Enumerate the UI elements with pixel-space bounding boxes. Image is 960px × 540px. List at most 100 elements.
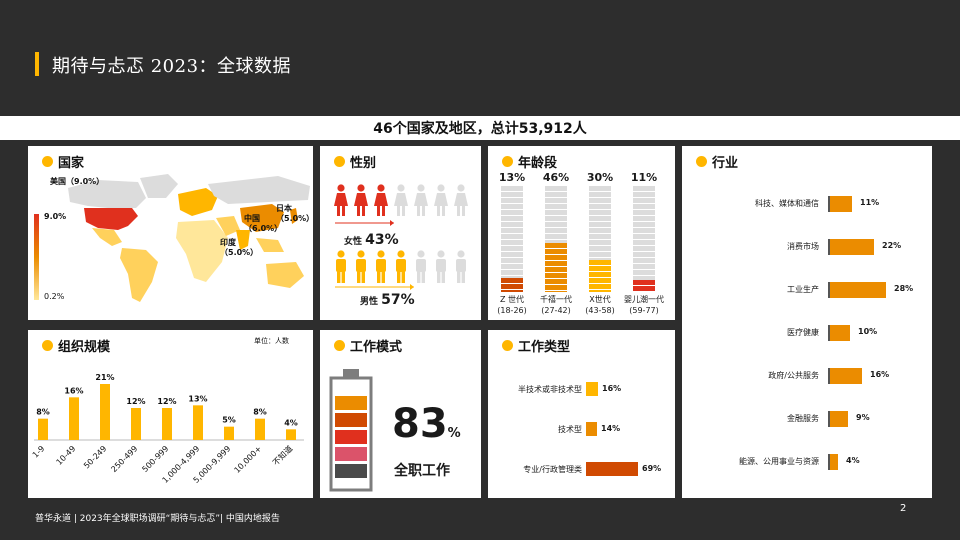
industry-bar — [830, 325, 850, 341]
map-region-canada — [68, 180, 146, 208]
country-label-india: 印度 （5.0%） — [220, 238, 258, 258]
org-bar-value: 21% — [95, 373, 114, 382]
country-name: 中国 — [244, 214, 260, 223]
age-column-fill — [501, 278, 523, 292]
country-value: （9.0%） — [66, 177, 105, 186]
footer-text: 普华永道 | 2023年全球职场调研“期待与忐忑”| 中国内地报告 — [35, 514, 280, 524]
male-value: 57% — [381, 292, 415, 308]
female-icon — [454, 184, 468, 216]
bullet-icon — [42, 340, 53, 351]
country-label-japan: 日本 （5.0%） — [276, 204, 313, 224]
male-icon — [376, 250, 386, 283]
map-region-australia — [266, 262, 304, 288]
org-bar — [69, 397, 79, 440]
footer-band — [0, 498, 960, 540]
age-name: Z 世代 — [499, 295, 525, 304]
male-label: 男性 57% — [360, 292, 415, 308]
industry-bar — [830, 196, 852, 212]
org-size-chart: 8% 1-9 16% 10-49 21% 50-249 12% 250-499 12% 500-9… — [31, 373, 304, 485]
female-icon — [354, 184, 368, 216]
industry-label: 政府/公共服务 — [768, 371, 819, 380]
legend-min-label: 0.2% — [44, 292, 65, 301]
org-bar — [162, 408, 172, 440]
industry-axis — [828, 325, 830, 341]
work-type-label: 技术型 — [558, 425, 582, 434]
org-category-label: 50-249 — [82, 444, 108, 470]
work-type-label: 半技术或非技术型 — [518, 385, 582, 394]
subtitle: 46个国家及地区，总计53,912人 — [373, 121, 587, 137]
map-region-europe — [178, 188, 218, 216]
country-name: 印度 — [220, 238, 236, 247]
female-icon — [434, 184, 448, 216]
org-category-label: 500-999 — [140, 444, 170, 474]
org-category-label: 10,000+ — [233, 444, 264, 475]
bullet-icon — [334, 156, 345, 167]
industry-bar — [830, 368, 862, 384]
country-value: （5.0%） — [276, 214, 313, 223]
industry-value: 4% — [846, 456, 860, 465]
bullet-icon — [334, 340, 345, 351]
country-label-china: 中国 （6.0%） — [244, 214, 282, 234]
country-value: （5.0%） — [220, 248, 259, 257]
male-icon — [356, 250, 366, 283]
org-category-label: 250-499 — [109, 444, 139, 474]
industry-title: 行业 — [696, 152, 738, 171]
work-type-title: 工作类型 — [502, 336, 570, 355]
bullet-icon — [42, 156, 53, 167]
female-icon — [374, 184, 388, 216]
industry-axis — [828, 239, 830, 255]
age-range: (27-42) — [541, 306, 571, 315]
age-column — [545, 186, 567, 292]
header-band — [0, 0, 960, 115]
male-label-text: 男性 — [360, 297, 379, 307]
age-name: 千禧一代 — [540, 295, 572, 304]
industry-axis — [828, 196, 830, 212]
industry-value: 16% — [870, 370, 890, 379]
industry-value: 11% — [860, 198, 880, 207]
industry-label: 科技、媒体和通信 — [755, 199, 819, 208]
work-type-bar — [586, 382, 598, 396]
age-column — [633, 186, 655, 292]
org-bar-value: 5% — [222, 416, 236, 425]
page-number: 2 — [900, 503, 907, 514]
work-mode-panel: 工作模式 83% 全职工作 — [320, 330, 481, 498]
age-title-text: 年龄段 — [518, 156, 558, 171]
female-icon — [334, 184, 348, 216]
industry-bar — [830, 454, 838, 470]
female-value: 43% — [365, 232, 399, 248]
industry-axis — [828, 368, 830, 384]
map-region-mexico — [92, 228, 122, 246]
female-label: 女性 43% — [344, 232, 399, 248]
age-range: (59-77) — [629, 306, 659, 315]
org-bar — [38, 418, 48, 440]
age-column-fill — [589, 260, 611, 292]
org-category-label: 10-49 — [55, 444, 78, 467]
age-percent: 11% — [630, 171, 658, 184]
org-bar — [100, 384, 110, 440]
title-accent-bar — [35, 52, 39, 76]
full-time-label: 全职工作 — [394, 463, 450, 479]
age-title: 年龄段 — [502, 152, 557, 171]
industry-axis — [828, 282, 830, 298]
gender-title: 性别 — [334, 152, 376, 171]
legend-max-label: 9.0% — [44, 212, 67, 221]
bullet-icon — [502, 156, 513, 167]
org-category-label: 不知道 — [270, 443, 294, 467]
org-bar — [131, 408, 141, 440]
male-icon — [436, 250, 446, 283]
industry-value: 28% — [894, 284, 914, 293]
age-column-fill — [545, 243, 567, 292]
industry-axis — [828, 411, 830, 427]
org-bar — [193, 405, 203, 440]
female-marker — [390, 220, 394, 226]
org-panel: 组织规模 单位：人数 8% 1-9 16% 10-49 21% 50-249 12% 250-… — [28, 330, 313, 498]
age-name: 婴儿潮一代 — [624, 295, 664, 304]
work-mode-title-text: 工作模式 — [350, 340, 403, 355]
org-bar-value: 12% — [157, 397, 176, 406]
gender-pictogram — [334, 184, 468, 290]
industry-bar — [830, 282, 886, 298]
world-map — [34, 174, 310, 302]
age-panel: 年龄段 13% Z 世代 (18-26) 46% 千禧一代 (27-42) 30% X世代 (4… — [488, 146, 675, 320]
industry-value: 22% — [882, 241, 902, 250]
map-region-south-america — [120, 248, 158, 302]
